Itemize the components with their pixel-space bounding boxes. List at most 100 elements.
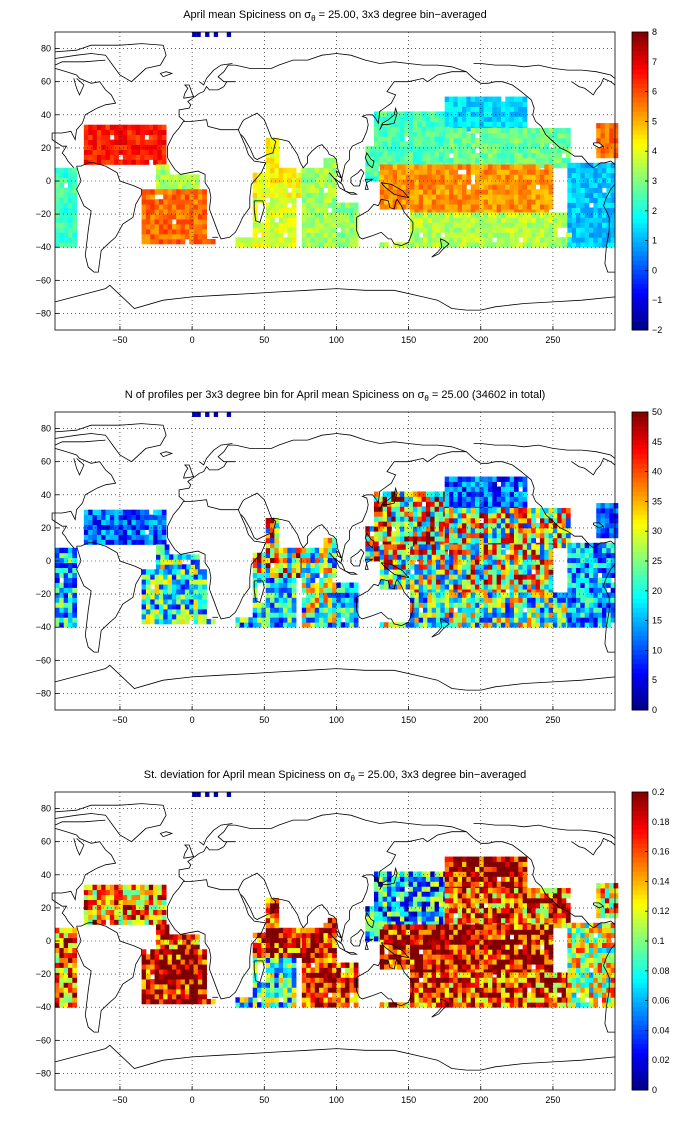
data-cell	[101, 534, 106, 540]
data-cell	[327, 567, 333, 573]
data-cell	[600, 128, 606, 134]
data-cell	[278, 602, 284, 608]
data-cell	[600, 123, 606, 129]
data-cell	[418, 559, 424, 565]
data-cell	[518, 481, 524, 487]
coastlines	[51, 423, 616, 691]
data-cell	[462, 496, 467, 502]
data-cell	[265, 547, 271, 554]
data-cell	[301, 192, 307, 198]
data-cell	[345, 217, 350, 223]
data-cell	[475, 549, 480, 555]
data-cell	[475, 481, 480, 487]
data-cell	[83, 889, 89, 896]
data-cell	[274, 572, 280, 578]
data-cell	[414, 232, 420, 238]
data-cell	[154, 579, 160, 585]
data-cell	[386, 526, 392, 532]
colorbar-swatch	[632, 519, 648, 525]
data-cell	[561, 532, 567, 539]
data-cell	[180, 233, 186, 240]
data-cell	[410, 564, 415, 570]
data-cell	[114, 529, 119, 535]
data-cell	[444, 512, 450, 519]
data-cell	[444, 617, 450, 623]
data-cell	[483, 544, 489, 550]
data-cell	[278, 212, 284, 218]
data-cell	[440, 212, 446, 218]
data-cell	[408, 496, 414, 502]
data-cell	[479, 549, 485, 555]
data-cell	[539, 128, 545, 134]
data-cell	[571, 582, 577, 588]
data-cell	[522, 544, 528, 550]
data-cell	[496, 194, 502, 200]
data-cell	[509, 142, 515, 149]
data-cell	[548, 592, 554, 598]
data-cell	[261, 237, 267, 243]
data-cell	[425, 121, 431, 127]
data-cell	[457, 164, 463, 170]
data-cell	[88, 919, 93, 925]
data-cell	[453, 189, 459, 195]
data-cell	[496, 204, 502, 210]
data-cell	[323, 547, 329, 554]
coastline	[379, 106, 398, 130]
data-cell	[323, 602, 329, 608]
data-cell	[539, 157, 545, 164]
data-cell	[462, 517, 467, 524]
data-cell	[593, 172, 599, 179]
data-cell	[180, 189, 186, 195]
data-cell	[544, 204, 550, 210]
data-cell	[462, 544, 467, 550]
data-cell	[158, 613, 164, 620]
colorbar-swatch	[632, 514, 648, 520]
data-cell	[301, 212, 307, 218]
data-cell	[479, 512, 485, 519]
data-cell	[453, 544, 459, 550]
data-cell	[270, 152, 275, 159]
data-cell	[427, 559, 433, 565]
colorbar-swatch	[632, 129, 648, 135]
data-cell	[444, 209, 450, 215]
data-cell	[431, 607, 437, 613]
coastline	[344, 570, 359, 575]
data-cell	[449, 209, 454, 215]
data-cell	[72, 927, 78, 934]
data-cell	[602, 177, 607, 184]
data-cell	[283, 547, 288, 554]
data-cell	[509, 522, 515, 529]
data-cell	[453, 142, 459, 149]
colorbar-swatch	[632, 311, 648, 317]
data-cell	[353, 587, 359, 593]
data-cell	[470, 232, 476, 238]
data-cell	[379, 579, 385, 585]
data-cell	[314, 192, 320, 198]
data-cell	[55, 582, 60, 588]
data-cell	[571, 227, 577, 233]
data-cell	[332, 187, 337, 193]
data-cell	[399, 161, 405, 167]
y-tick-label: −60	[36, 655, 51, 665]
data-cell	[438, 526, 444, 532]
data-cell	[505, 194, 511, 200]
data-cell	[444, 101, 450, 107]
data-cell	[410, 209, 415, 215]
data-cell	[63, 942, 69, 949]
data-cell	[421, 126, 427, 132]
data-cell	[613, 517, 619, 524]
data-cell	[457, 227, 463, 233]
data-cell	[154, 238, 160, 245]
data-cell	[475, 612, 480, 618]
data-cell	[131, 134, 137, 141]
data-cell	[55, 987, 60, 993]
data-cell	[535, 179, 541, 185]
data-cell	[158, 219, 164, 225]
data-cell	[257, 577, 262, 583]
data-cell	[291, 212, 297, 218]
data-cell	[513, 157, 519, 164]
data-cell	[257, 197, 262, 203]
y-tick-label: −40	[36, 622, 51, 632]
data-cell	[257, 602, 262, 608]
data-cell	[314, 582, 320, 588]
